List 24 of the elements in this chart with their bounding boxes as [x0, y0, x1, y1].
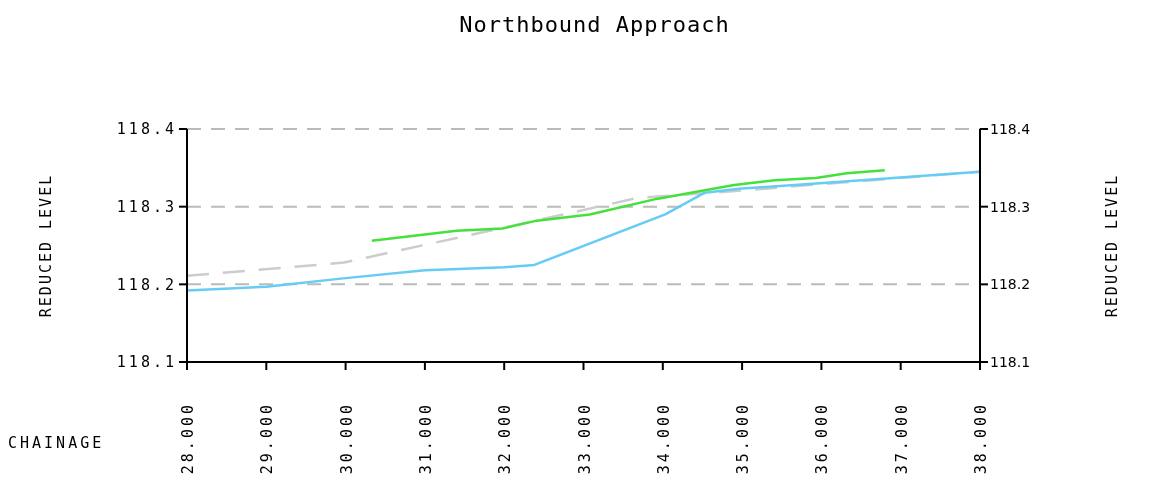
y2-axis-title: REDUCED LEVEL	[1103, 173, 1122, 318]
x-tick-label: 33.000	[575, 402, 594, 475]
y-tick-label: 118.1	[116, 353, 177, 372]
x-tick-label: 36.000	[813, 402, 832, 475]
x-tick-label: 37.000	[892, 402, 911, 475]
x-tick-label: 35.000	[734, 402, 753, 475]
y2-tick-label: 118.2	[990, 276, 1031, 293]
x-axis-title: CHAINAGE	[8, 434, 105, 452]
x-tick-label: 29.000	[258, 402, 277, 475]
x-tick-label: 38.000	[972, 402, 990, 475]
x-tick-label: 30.000	[337, 402, 356, 475]
y-axis-title: REDUCED LEVEL	[37, 173, 56, 318]
line-series	[370, 168, 887, 243]
x-tick-label: 32.000	[496, 402, 515, 475]
chart-title: Northbound Approach	[458, 12, 731, 37]
x-tick-label: 31.000	[416, 402, 435, 475]
y2-tick-label: 118.4	[990, 120, 1031, 137]
y-tick-label: 118.3	[116, 197, 177, 216]
y2-tick-label: 118.1	[990, 353, 1031, 370]
y-tick-label: 118.4	[116, 120, 177, 139]
x-tick-label: 34.000	[654, 402, 673, 475]
y-tick-label: 118.2	[116, 275, 177, 294]
y2-tick-label: 118.3	[990, 198, 1031, 215]
x-tick-label: 28.000	[179, 402, 197, 475]
